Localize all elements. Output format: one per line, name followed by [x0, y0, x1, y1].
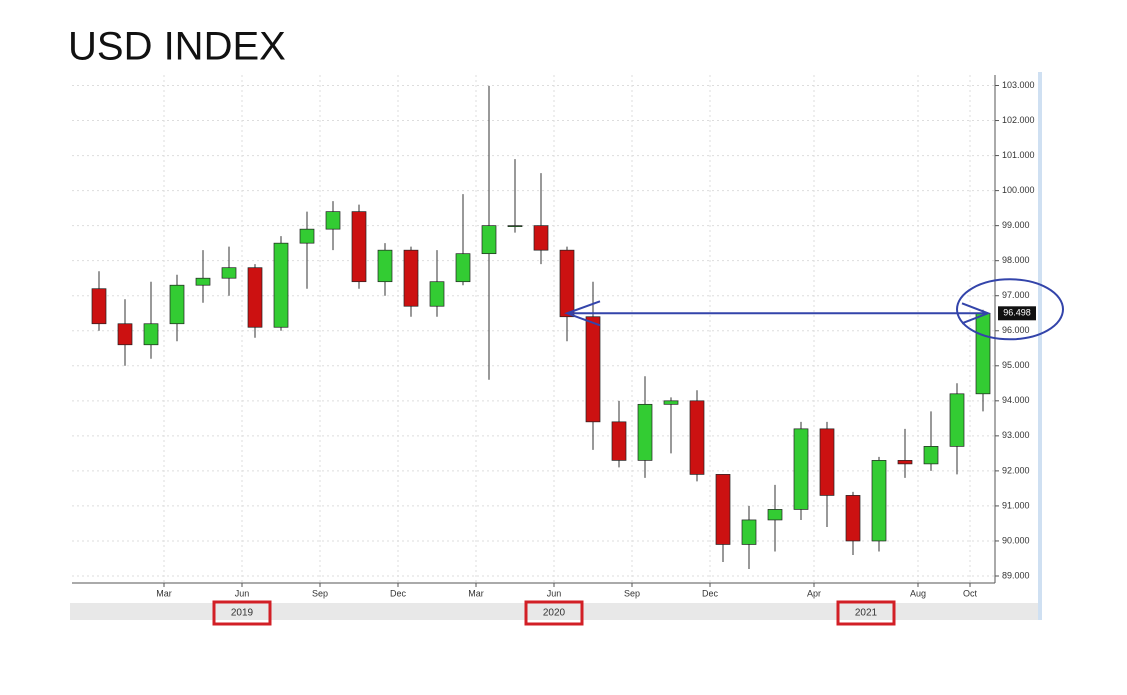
candle-body: [143, 323, 159, 346]
candle-body: [871, 460, 887, 542]
year-box: [212, 600, 272, 626]
candle-body: [325, 211, 341, 230]
x-tick-label: Jun: [235, 588, 250, 598]
y-tick-label: 93.000: [1002, 430, 1030, 440]
candle-body: [819, 428, 835, 496]
year-label: 2021: [855, 608, 878, 619]
y-tick-label: 94.000: [1002, 395, 1030, 405]
x-tick-label: Oct: [963, 588, 978, 598]
y-tick-label: 90.000: [1002, 535, 1030, 545]
candle-body: [455, 253, 471, 283]
y-tick-label: 91.000: [1002, 500, 1030, 510]
y-tick-label: 100.000: [1002, 185, 1035, 195]
last-price-box: [998, 306, 1036, 321]
candle-body: [221, 267, 237, 279]
candle-body: [169, 284, 185, 325]
y-tick-label: 102.000: [1002, 115, 1035, 125]
candle-body: [949, 393, 965, 447]
candle-body: [585, 316, 601, 423]
year-box: [524, 600, 584, 626]
candle-body: [403, 249, 419, 307]
candle-body: [611, 421, 627, 461]
candle-body: [637, 403, 653, 461]
candle-body: [793, 428, 809, 510]
y-tick-label: 89.000: [1002, 570, 1030, 580]
year-label: 2020: [543, 608, 566, 619]
y-tick-label: 97.000: [1002, 290, 1030, 300]
arrow-head: [961, 302, 991, 325]
y-tick-label: 96.000: [1002, 325, 1030, 335]
candle-body: [117, 323, 133, 346]
candle-body: [715, 474, 731, 545]
candle-body: [767, 509, 783, 521]
last-price-label: 96.498: [1003, 308, 1031, 318]
candle-body: [689, 400, 705, 475]
y-tick-label: 95.000: [1002, 360, 1030, 370]
candle-body: [429, 281, 445, 307]
candle-body: [195, 277, 211, 286]
highlight-ellipse: [956, 278, 1064, 341]
candle-body: [559, 249, 575, 318]
candle-body: [533, 225, 549, 251]
candle-body: [273, 242, 289, 328]
x-tick-label: Aug: [910, 588, 926, 598]
arrow-head: [564, 300, 601, 327]
candle-body: [91, 288, 107, 325]
candle-body: [975, 312, 991, 395]
x-tick-label: Dec: [702, 588, 719, 598]
scroll-bar: [1038, 72, 1042, 620]
x-tick-label: Sep: [624, 588, 640, 598]
candle-body: [351, 211, 367, 283]
candle-body: [507, 225, 523, 227]
chart-title: USD INDEX: [68, 25, 286, 69]
x-tick-label: Apr: [807, 588, 821, 598]
y-tick-label: 92.000: [1002, 465, 1030, 475]
year-box: [836, 600, 896, 626]
candle-body: [663, 400, 679, 405]
year-strip: [70, 603, 1040, 620]
x-tick-label: Dec: [390, 588, 407, 598]
candle-body: [377, 249, 393, 283]
y-tick-label: 101.000: [1002, 150, 1035, 160]
candle-body: [299, 228, 315, 244]
x-tick-label: Mar: [156, 588, 172, 598]
candle-body: [923, 446, 939, 465]
candle-body: [481, 225, 497, 255]
candle-body: [845, 495, 861, 542]
x-tick-label: Jun: [547, 588, 562, 598]
y-tick-label: 99.000: [1002, 220, 1030, 230]
candle-body: [247, 267, 263, 328]
year-label: 2019: [231, 608, 254, 619]
candle-body: [741, 519, 757, 545]
x-tick-label: Sep: [312, 588, 328, 598]
y-tick-label: 98.000: [1002, 255, 1030, 265]
candle-body: [897, 460, 913, 465]
x-tick-label: Mar: [468, 588, 484, 598]
y-tick-label: 103.000: [1002, 80, 1035, 90]
